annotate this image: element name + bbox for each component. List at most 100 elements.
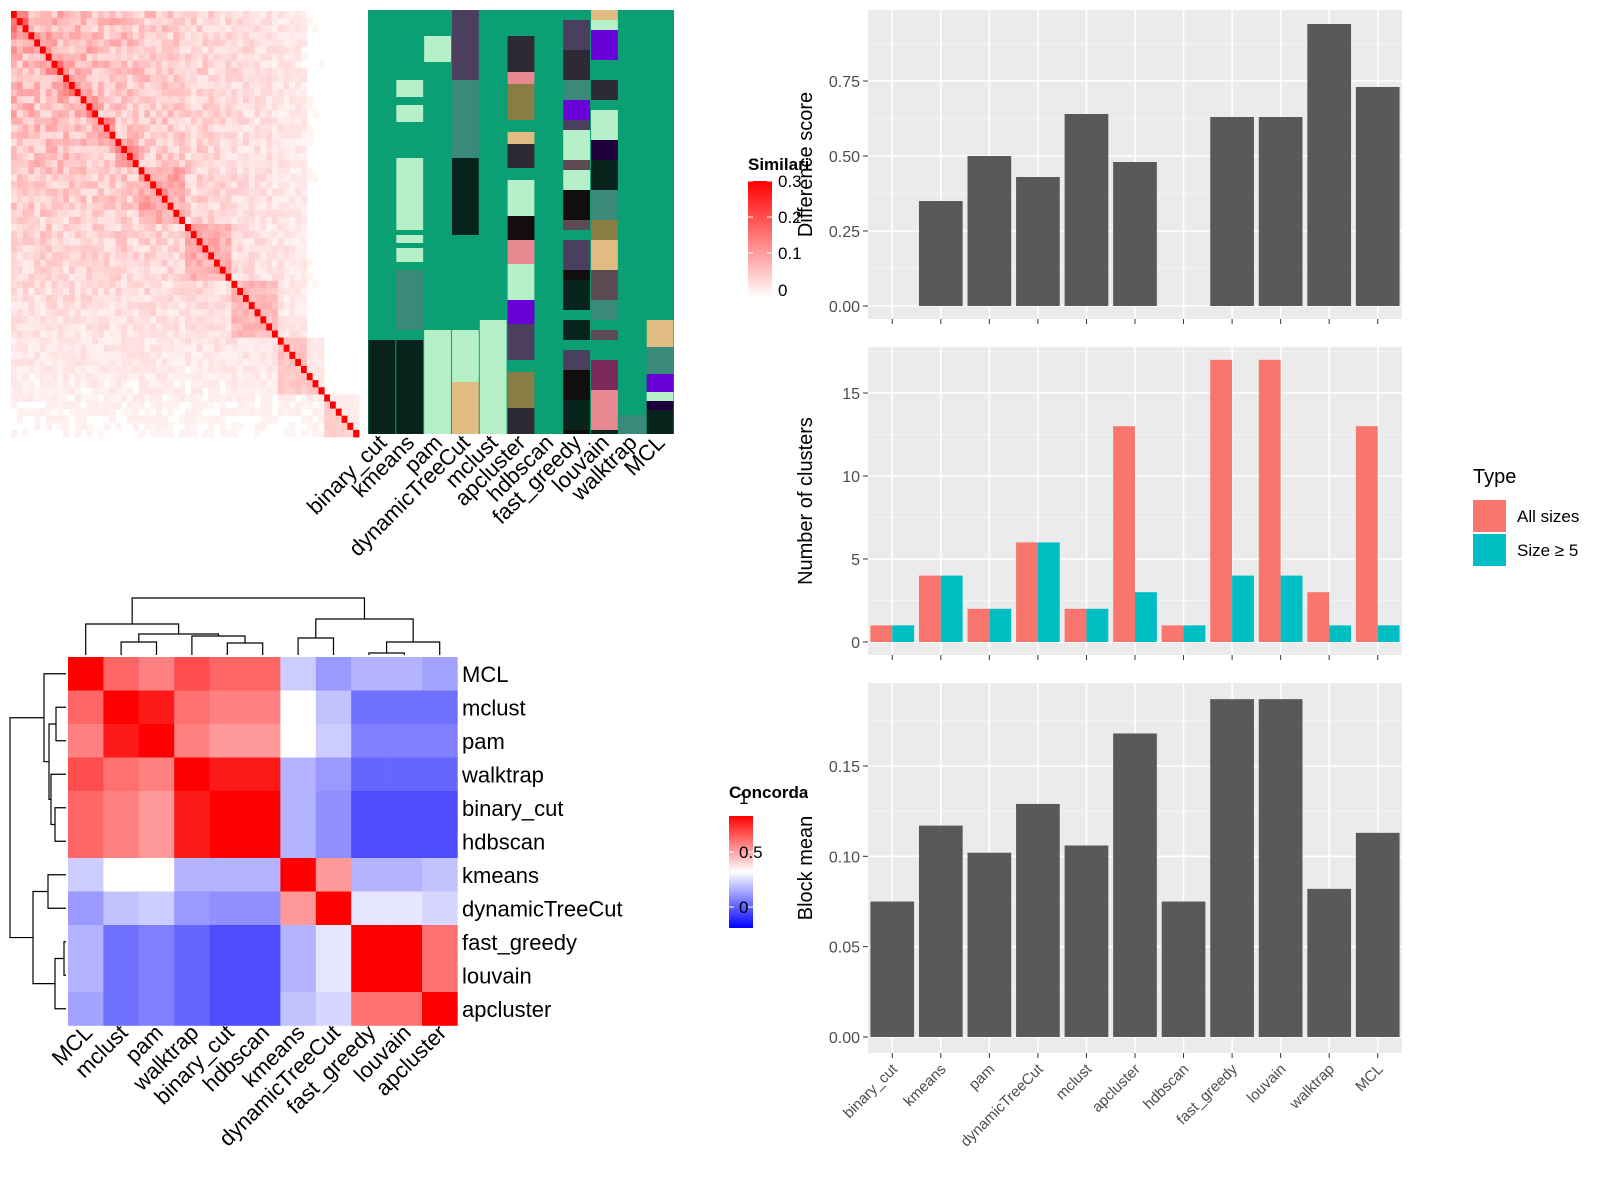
similarity-cell [231,202,238,211]
similarity-cell [16,287,23,296]
similarity-cell [202,287,209,296]
similarity-cell [80,238,87,246]
similarity-cell [295,103,302,111]
similarity-cell [173,174,180,182]
similarity-cell [121,280,128,289]
similarity-cell [254,373,261,381]
similarity-cell [219,89,226,97]
similarity-cell [40,245,47,253]
similarity-cell [103,145,110,154]
similarity-cell [51,181,58,189]
similarity-cell [51,18,58,26]
similarity-cell [266,408,273,417]
similarity-cell [16,309,23,317]
similarity-cell [150,415,157,424]
similarity-cell [214,11,221,19]
similarity-cell [127,25,134,33]
similarity-cell [22,202,29,211]
similarity-cell [57,209,64,218]
similarity-cell [22,167,29,175]
similarity-cell [295,216,302,225]
similarity-cell [283,337,290,346]
similarity-cell [202,323,209,331]
similarity-cell [231,11,238,19]
similarity-cell [237,89,244,97]
similarity-cell [45,224,52,232]
similarity-cell [98,46,105,54]
similarity-cell [74,39,81,47]
similarity-cell [179,138,186,147]
similarity-cell [161,380,168,388]
similarity-cell [156,330,163,338]
similarity-cell [196,366,203,374]
similarity-cell [138,82,145,90]
similarity-cell [16,224,23,232]
similarity-cell [196,373,203,381]
similarity-cell [266,309,273,317]
similarity-cell [243,302,250,310]
similarity-cell [243,117,250,125]
similarity-cell [237,280,244,289]
similarity-cell [179,323,186,331]
similarity-cell [86,373,93,381]
similarity-cell [34,117,41,125]
similarity-cell [283,266,290,275]
similarity-cell [16,394,23,402]
similarity-cell [69,110,76,118]
y-tick-label: 0.75 [829,74,860,91]
similarity-cell [260,82,267,90]
similarity-cell [16,188,23,196]
similarity-cell [248,231,255,239]
membership-block [563,350,591,370]
similarity-cell [16,39,23,47]
similarity-cell [86,273,93,282]
similarity-cell [196,60,203,69]
similarity-cell [22,387,29,395]
similarity-cell [34,103,41,111]
similarity-cell [109,259,116,267]
similarity-cell [272,323,279,331]
similarity-cell [202,74,209,83]
similarity-cell [16,117,23,125]
similarity-cell [202,202,209,211]
similarity-cell [196,160,203,168]
similarity-cell [237,82,244,90]
similarity-cell [156,231,163,239]
similarity-cell [121,181,128,189]
similarity-cell [16,351,23,360]
similarity-cell [86,39,93,47]
similarity-cell [63,60,70,69]
similarity-cell [115,89,122,97]
similarity-cell [86,287,93,296]
similarity-cell [295,39,302,47]
similarity-cell [109,117,116,125]
similarity-cell [208,124,215,133]
similarity-cell [34,110,41,118]
similarity-cell [173,259,180,267]
similarity-cell [289,259,296,267]
similarity-cell [301,280,308,289]
similarity-cell [115,110,122,118]
similarity-cell [86,231,93,239]
similarity-cell [225,337,232,346]
similarity-cell [127,202,134,211]
similarity-cell [121,117,128,125]
similarity-cell [219,351,226,360]
similarity-cell [28,337,35,346]
similarity-cell [202,245,209,253]
similarity-cell [196,309,203,317]
similarity-cell [51,60,58,69]
similarity-cell [225,195,232,204]
similarity-cell [16,124,23,133]
similarity-cell [237,366,244,374]
similarity-cell [150,280,157,289]
membership-block [396,158,424,230]
concordance-cell [422,925,458,959]
similarity-cell [86,224,93,232]
similarity-cell [138,238,145,246]
similarity-cell [156,202,163,211]
similarity-cell [22,67,29,76]
similarity-cell [301,273,308,282]
similarity-cell [132,181,139,189]
similarity-cell [179,153,186,161]
